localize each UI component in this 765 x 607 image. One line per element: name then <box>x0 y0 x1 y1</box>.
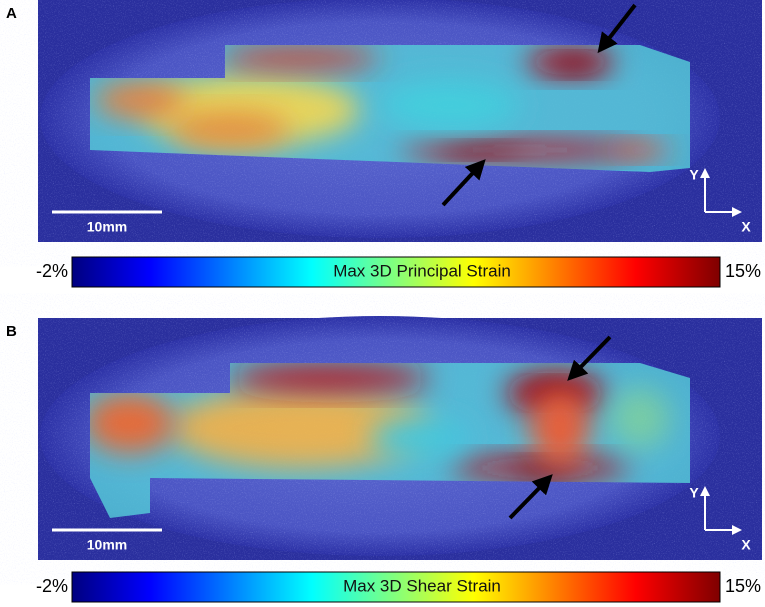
strain-blob <box>380 80 520 130</box>
strain-blob <box>90 393 175 453</box>
strain-blob <box>440 144 520 156</box>
strain-blob <box>610 388 670 448</box>
strain-blob <box>550 57 600 73</box>
colorbar-min: -2% <box>36 576 68 596</box>
axis-x-label: X <box>741 537 751 553</box>
panel: A 10mm Y X <box>6 0 762 242</box>
colorbar <box>71 256 721 288</box>
arrow <box>597 3 637 54</box>
strain-blob <box>230 363 430 393</box>
colorbar-title: Max 3D Shear Strain <box>343 576 501 595</box>
colorbar-min: -2% <box>36 261 68 281</box>
strain-blob <box>610 142 670 158</box>
scale-bar-label: 10mm <box>87 537 127 553</box>
scale-bar-label: 10mm <box>87 219 127 235</box>
colorbar-max: 15% <box>725 261 761 281</box>
strain-blob <box>220 46 380 70</box>
panel: B 10mm Y X <box>6 316 762 560</box>
strain-map <box>90 45 690 172</box>
strain-blob <box>530 388 590 468</box>
panel-label: B <box>6 323 17 340</box>
axis-x-label: X <box>741 219 751 235</box>
strain-blob <box>370 418 470 458</box>
strain-blob <box>170 388 430 468</box>
axis-y-label: Y <box>689 485 699 501</box>
strain-blob <box>170 112 290 148</box>
arrow <box>508 474 553 520</box>
strain-blob <box>95 82 185 118</box>
colorbar <box>71 571 721 603</box>
colorbar-title: Max 3D Principal Strain <box>333 261 511 280</box>
colorbar-max: 15% <box>725 576 761 596</box>
axis-y-label: Y <box>689 167 699 183</box>
arrow <box>567 335 612 381</box>
arrow <box>441 159 486 207</box>
panel-label: A <box>6 5 17 22</box>
